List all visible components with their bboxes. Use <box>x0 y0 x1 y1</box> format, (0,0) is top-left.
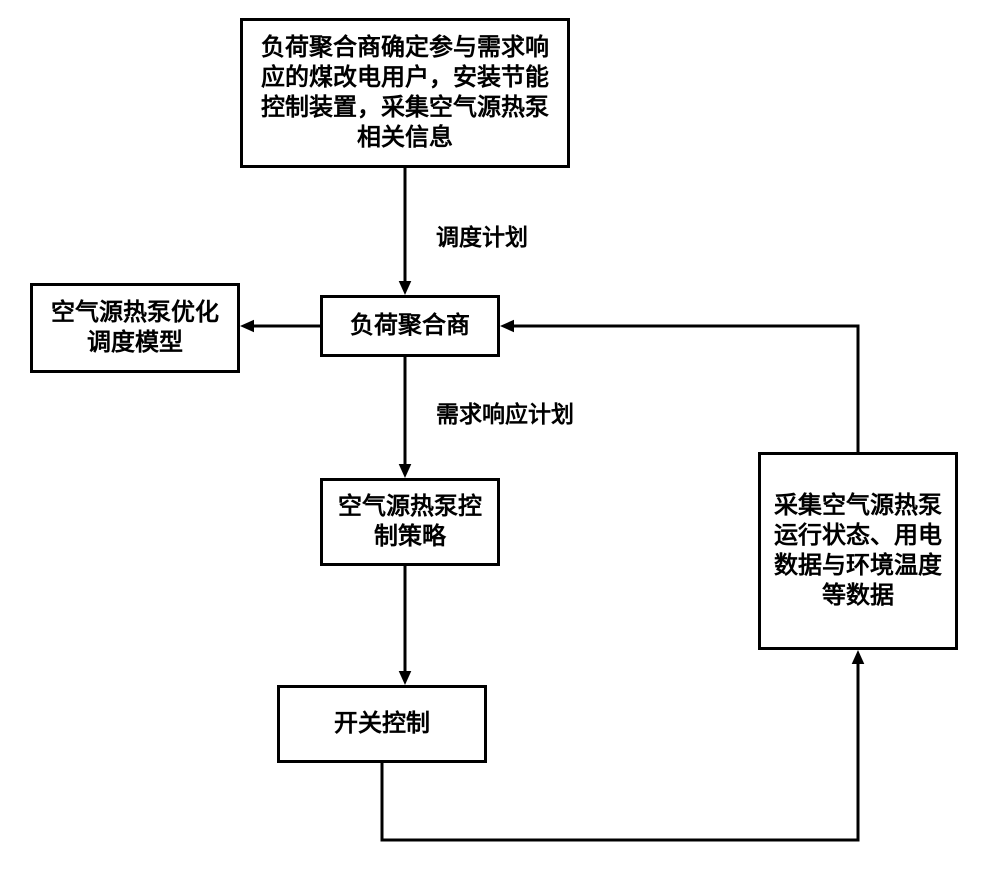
node-opt-model: 空气源热泵优化调度模型 <box>30 283 240 373</box>
node-aggregator: 负荷聚合商 <box>320 295 500 357</box>
edge-label-schedule: 调度计划 <box>436 218 528 252</box>
edge-label-demand: 需求响应计划 <box>436 395 574 429</box>
node-collect: 采集空气源热泵运行状态、用电数据与环境温度等数据 <box>758 452 958 650</box>
node-strategy: 空气源热泵控制策略 <box>320 478 500 566</box>
node-top: 负荷聚合商确定参与需求响应的煤改电用户，安装节能控制装置，采集空气源热泵相关信息 <box>240 18 570 168</box>
node-switch: 开关控制 <box>277 685 487 763</box>
flowchart-canvas: 负荷聚合商确定参与需求响应的煤改电用户，安装节能控制装置，采集空气源热泵相关信息… <box>0 0 1000 879</box>
